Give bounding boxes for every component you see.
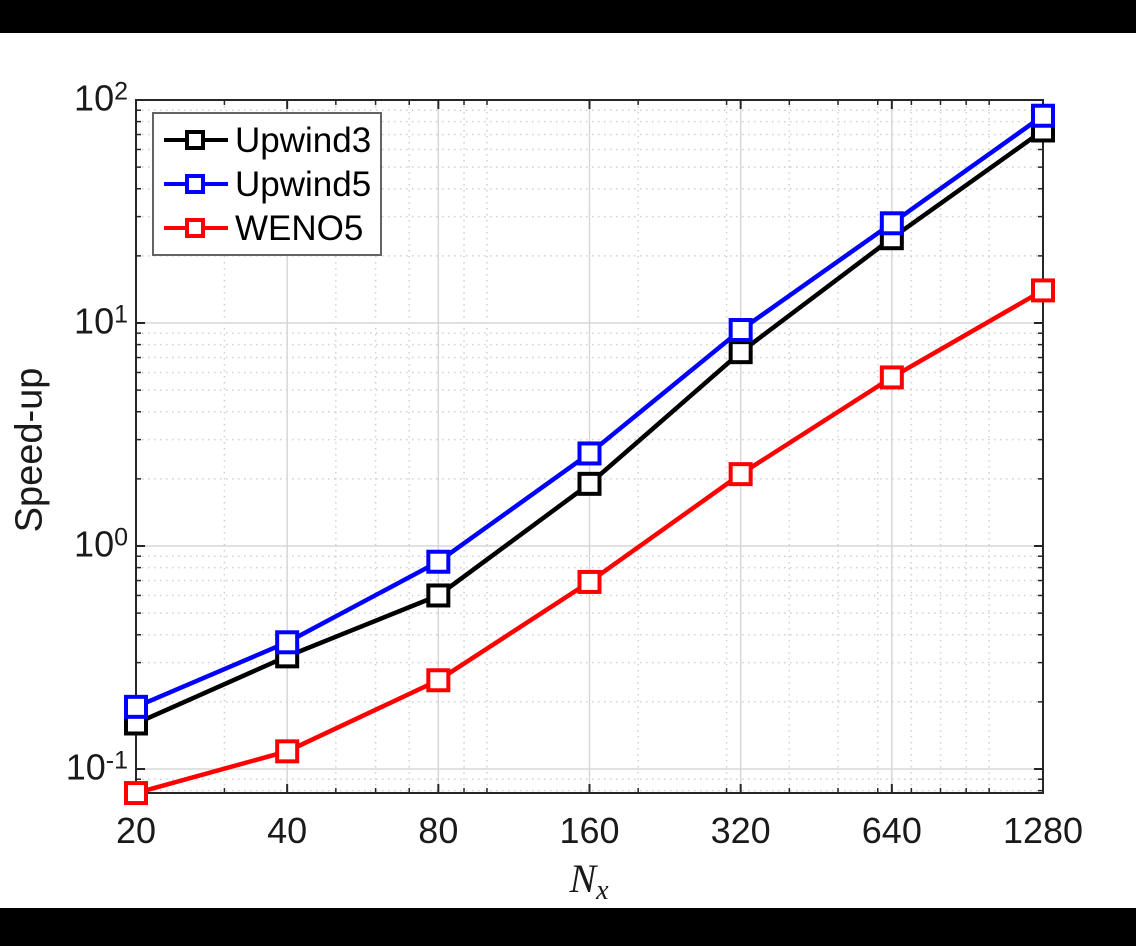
x-tick-label-20: 20 <box>115 810 157 851</box>
marker-weno5-1280 <box>1031 278 1055 303</box>
marker-upwind3-160 <box>577 471 602 496</box>
legend: Upwind3 Upwind5 WENO5 <box>152 112 382 256</box>
y-axis-label: Speed-up <box>8 367 51 533</box>
series-weno5 <box>124 278 1055 806</box>
legend-entry-weno5: WENO5 <box>164 211 376 246</box>
legend-entry-upwind3: Upwind3 <box>164 123 376 158</box>
legend-square-marker-icon <box>185 218 205 238</box>
marker-weno5-320 <box>728 462 753 487</box>
legend-label-weno5: WENO5 <box>235 208 364 248</box>
y-tick-label-1e-1: 10-1 <box>65 746 128 788</box>
marker-upwind5-20 <box>124 694 148 719</box>
marker-upwind5-40 <box>275 630 300 655</box>
x-tick-label-1280: 1280 <box>1002 810 1084 851</box>
x-axis-label-subscript: x <box>596 875 609 907</box>
x-axis-label: Nx <box>569 855 608 907</box>
marker-upwind3-320 <box>728 340 753 365</box>
marker-upwind5-160 <box>577 441 602 466</box>
bottom-letterbox-bar <box>0 908 1136 946</box>
series-upwind5 <box>124 103 1055 719</box>
marker-upwind3-80 <box>426 583 451 608</box>
tick-marks <box>135 99 1044 793</box>
y-tick-label-1e2: 102 <box>74 77 128 119</box>
legend-label-upwind5: Upwind5 <box>235 164 372 204</box>
marker-weno5-160 <box>577 569 602 594</box>
marker-weno5-20 <box>124 781 148 806</box>
legend-entry-upwind5: Upwind5 <box>164 167 376 202</box>
x-tick-label-80: 80 <box>418 810 459 851</box>
legend-square-marker-icon <box>185 174 205 194</box>
x-tick-label-320: 320 <box>710 810 771 851</box>
top-letterbox-bar <box>0 0 1136 33</box>
marker-upwind5-640 <box>879 211 904 236</box>
x-tick-label-160: 160 <box>559 810 620 851</box>
marker-upwind5-320 <box>728 318 753 343</box>
x-tick-label-640: 640 <box>861 810 922 851</box>
y-tick-label-1e1: 101 <box>74 300 128 342</box>
legend-sample-upwind3 <box>164 129 228 151</box>
marker-upwind5-1280 <box>1031 103 1055 128</box>
marker-upwind5-80 <box>426 549 451 574</box>
legend-sample-weno5 <box>164 217 228 239</box>
marker-weno5-40 <box>275 739 300 764</box>
legend-sample-upwind5 <box>164 173 228 195</box>
x-tick-label-40: 40 <box>267 810 308 851</box>
legend-label-upwind3: Upwind3 <box>235 120 372 160</box>
marker-weno5-80 <box>426 668 451 693</box>
legend-square-marker-icon <box>185 130 205 150</box>
marker-weno5-640 <box>879 365 904 390</box>
x-axis-label-base: N <box>569 856 597 901</box>
y-tick-label-1e0: 100 <box>74 523 128 565</box>
